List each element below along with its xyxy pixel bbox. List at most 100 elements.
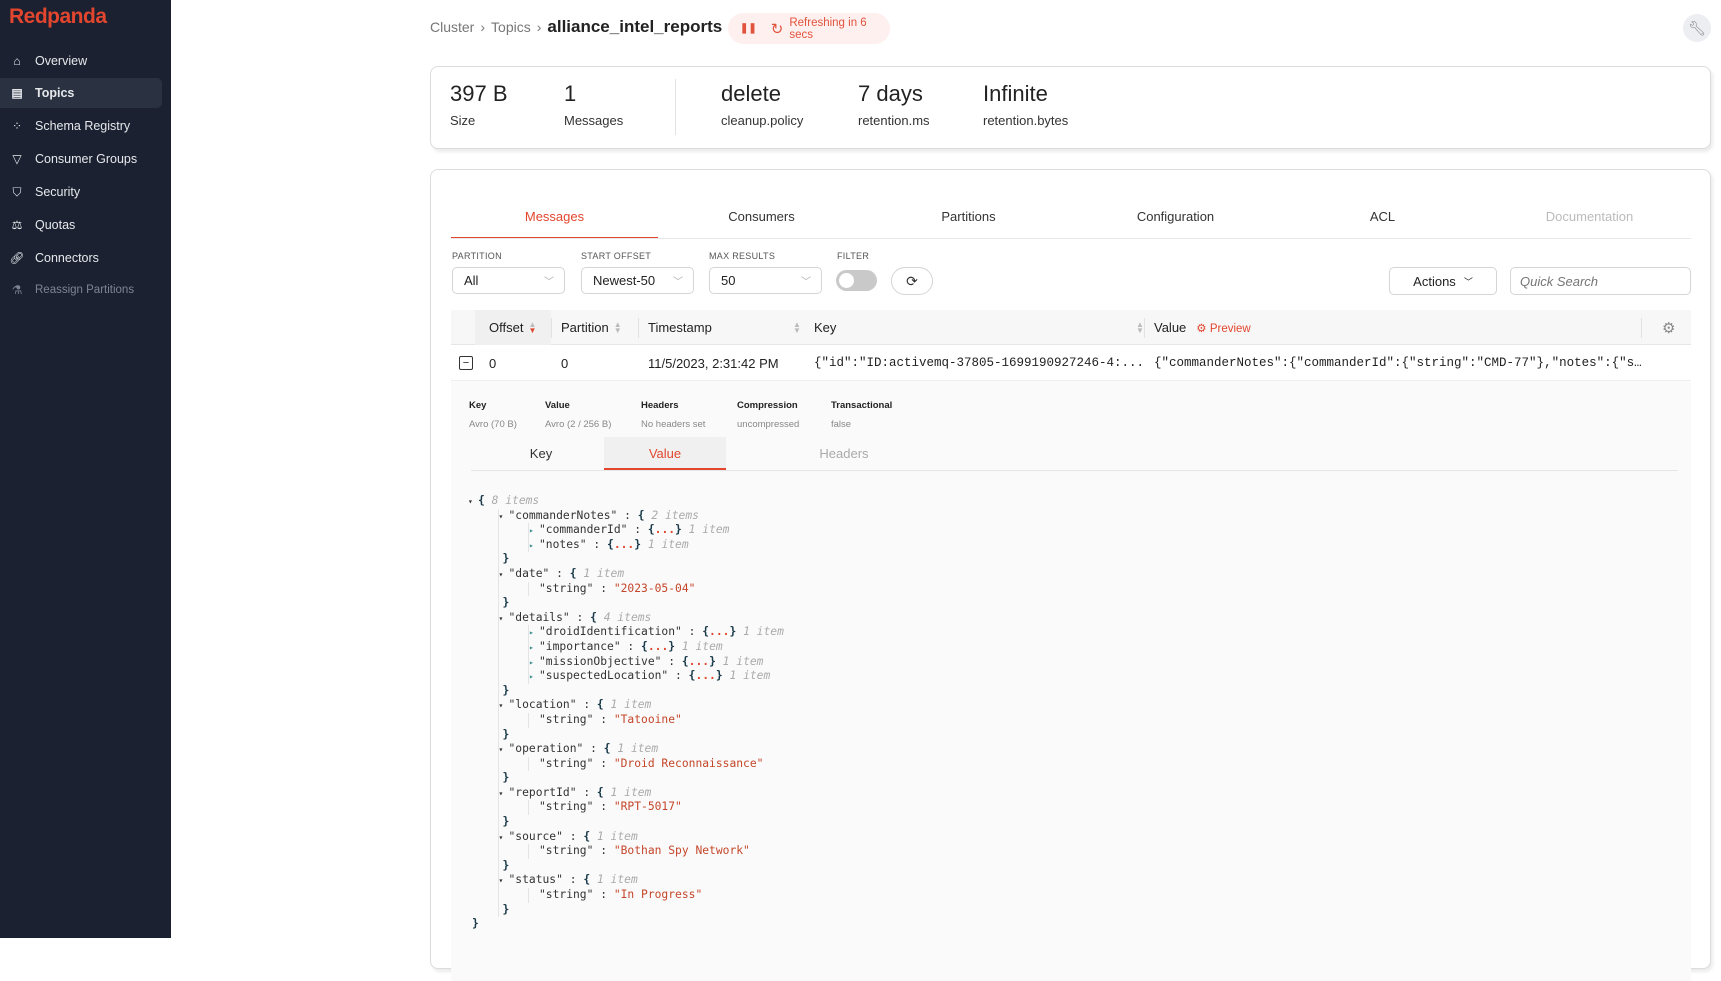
json-node: ▸ "missionObjective" : {...} 1 item xyxy=(529,655,784,670)
json-ellipsis[interactable]: ... xyxy=(613,537,635,551)
column-label: Partition xyxy=(561,320,609,335)
collapse-triangle-icon[interactable]: ▾ xyxy=(468,497,473,506)
meta-value: No headers set xyxy=(641,419,706,430)
json-string-value: "Tatooine" xyxy=(613,712,682,726)
json-brace: { xyxy=(590,610,597,624)
stat-messages: 1 Messages xyxy=(564,81,623,128)
preview-settings-button[interactable]: ⚙ Preview xyxy=(1196,321,1250,335)
json-brace: { xyxy=(596,698,604,712)
tab-messages[interactable]: Messages xyxy=(451,207,658,239)
collapse-triangle-icon[interactable]: ▾ xyxy=(498,511,504,521)
expand-triangle-icon[interactable]: ▸ xyxy=(529,657,534,667)
tab-acl[interactable]: ACL xyxy=(1369,209,1396,224)
json-line: ▸ "notes" : {...} 1 item xyxy=(529,538,784,553)
table-row[interactable]: − 0 0 11/5/2023, 2:31:42 PM {"id":"ID:ac… xyxy=(451,345,1691,381)
detail-tab-key[interactable]: Key xyxy=(529,446,553,461)
meta-label: Transactional xyxy=(831,400,893,411)
json-ellipsis[interactable]: ... xyxy=(647,639,669,653)
stat-label: cleanup.policy xyxy=(721,113,804,128)
tab-consumers[interactable]: Consumers xyxy=(728,209,795,224)
json-line: "string" : "RPT-5017" xyxy=(529,800,784,815)
json-line: ▾ "details" : { 4 items xyxy=(499,611,784,626)
scale-icon: ⚖ xyxy=(11,218,23,232)
sidebar-item-schema-registry[interactable]: ⁘ Schema Registry xyxy=(0,111,162,141)
wrench-icon[interactable]: 🔧︎ xyxy=(1683,14,1711,42)
json-brace: } xyxy=(502,858,510,872)
expand-triangle-icon[interactable]: ▸ xyxy=(529,672,534,682)
json-ellipsis[interactable]: ... xyxy=(709,625,730,639)
collapse-triangle-icon[interactable]: ▾ xyxy=(498,832,504,842)
detail-tab-value[interactable]: Value xyxy=(604,437,726,470)
stat-value: 7 days xyxy=(858,81,923,106)
max-results-select[interactable]: 50 ﹀ xyxy=(709,267,822,294)
breadcrumb-cluster[interactable]: Cluster xyxy=(430,19,475,35)
json-colon: : xyxy=(620,639,642,653)
json-line: } xyxy=(468,917,784,932)
json-brace: } xyxy=(502,596,510,610)
quick-search-input[interactable] xyxy=(1510,267,1691,295)
tab-partitions[interactable]: Partitions xyxy=(941,209,996,224)
json-line: "string" : "2023-05-04" xyxy=(529,582,784,597)
sidebar-item-overview[interactable]: ⌂ Overview xyxy=(0,46,162,76)
breadcrumb-topics[interactable]: Topics xyxy=(491,19,531,35)
auto-refresh-indicator: ❚❚ ↻ Refreshing in 6 secs xyxy=(728,13,890,44)
collapse-triangle-icon[interactable]: ▾ xyxy=(498,701,504,711)
column-partition[interactable]: Partition ▲ ▼ xyxy=(561,310,622,345)
collapse-triangle-icon[interactable]: ▾ xyxy=(498,613,504,623)
tab-configuration[interactable]: Configuration xyxy=(1136,209,1215,224)
expand-triangle-icon[interactable]: ▸ xyxy=(529,540,534,550)
partition-select[interactable]: All ﹀ xyxy=(452,267,565,294)
spacer xyxy=(529,758,539,773)
column-offset[interactable]: Offset ▲ ▼ xyxy=(475,310,551,345)
json-string-value: "In Progress" xyxy=(613,888,703,902)
sort-icon: ▲ ▼ xyxy=(793,319,801,335)
expand-triangle-icon[interactable]: ▸ xyxy=(529,642,534,652)
column-value[interactable]: Value ⚙ Preview xyxy=(1154,310,1251,345)
sidebar-item-reassign-partitions[interactable]: ⚗ Reassign Partitions xyxy=(0,275,162,305)
json-item-count: 1 item xyxy=(610,742,659,756)
spacer xyxy=(529,845,539,860)
expand-triangle-icon[interactable]: ▸ xyxy=(529,526,534,536)
column-timestamp[interactable]: Timestamp ▲ ▼ xyxy=(648,310,948,345)
json-viewer: ▾{ 8 items ▾ "commanderNotes" : { 2 items ▸… xyxy=(468,494,784,932)
filter-toggle[interactable] xyxy=(836,270,877,291)
collapse-triangle-icon[interactable]: ▾ xyxy=(498,788,504,798)
sort-icon: ▲ ▼ xyxy=(528,319,537,335)
collapse-row-icon[interactable]: − xyxy=(459,356,473,370)
json-ellipsis[interactable]: ... xyxy=(654,523,676,537)
json-line: ▾ "commanderNotes" : { 2 items xyxy=(499,509,784,524)
sidebar-item-consumer-groups[interactable]: ▽ Consumer Groups xyxy=(0,144,162,174)
json-brace: { xyxy=(596,785,604,799)
actions-label: Actions xyxy=(1413,273,1456,289)
actions-dropdown[interactable]: Actions ﹀ xyxy=(1389,267,1497,295)
json-ellipsis[interactable]: ... xyxy=(688,654,710,668)
json-colon: : xyxy=(549,566,570,580)
json-item-count: 1 item xyxy=(576,566,625,580)
sidebar-item-quotas[interactable]: ⚖ Quotas xyxy=(0,210,162,240)
redpanda-logo[interactable]: Redpanda xyxy=(9,5,107,28)
column-separator xyxy=(551,318,552,338)
collapse-triangle-icon[interactable]: ▾ xyxy=(498,745,504,755)
json-key: "details" xyxy=(508,610,570,624)
meta-label: Compression xyxy=(737,400,798,411)
column-key[interactable]: Key ▲ ▼ xyxy=(814,310,1144,345)
sidebar-item-connectors[interactable]: 🔗︎ Connectors xyxy=(0,243,162,273)
filter-label: FILTER xyxy=(837,251,870,261)
refresh-button[interactable]: ⟳ xyxy=(891,267,933,295)
json-line: "string" : "In Progress" xyxy=(529,888,784,903)
json-key: "status" xyxy=(508,873,563,887)
stat-label: retention.ms xyxy=(858,113,930,128)
json-node: "string" : "In Progress" xyxy=(529,888,784,903)
collapse-triangle-icon[interactable]: ▾ xyxy=(498,569,504,579)
start-offset-select[interactable]: Newest-50 ﹀ xyxy=(581,267,694,294)
sidebar-item-security[interactable]: ⛉ Security xyxy=(0,177,162,207)
pause-icon[interactable]: ❚❚ xyxy=(740,23,757,34)
meta-headers: Headers No headers set xyxy=(641,400,705,430)
collapse-triangle-icon[interactable]: ▾ xyxy=(498,876,504,886)
sidebar-item-topics[interactable]: ▤ Topics xyxy=(0,78,162,108)
max-results-value: 50 xyxy=(721,273,736,288)
json-colon: : xyxy=(593,581,614,595)
gear-icon[interactable]: ⚙ xyxy=(1662,319,1676,337)
expand-triangle-icon[interactable]: ▸ xyxy=(529,628,534,638)
json-ellipsis[interactable]: ... xyxy=(695,669,716,683)
